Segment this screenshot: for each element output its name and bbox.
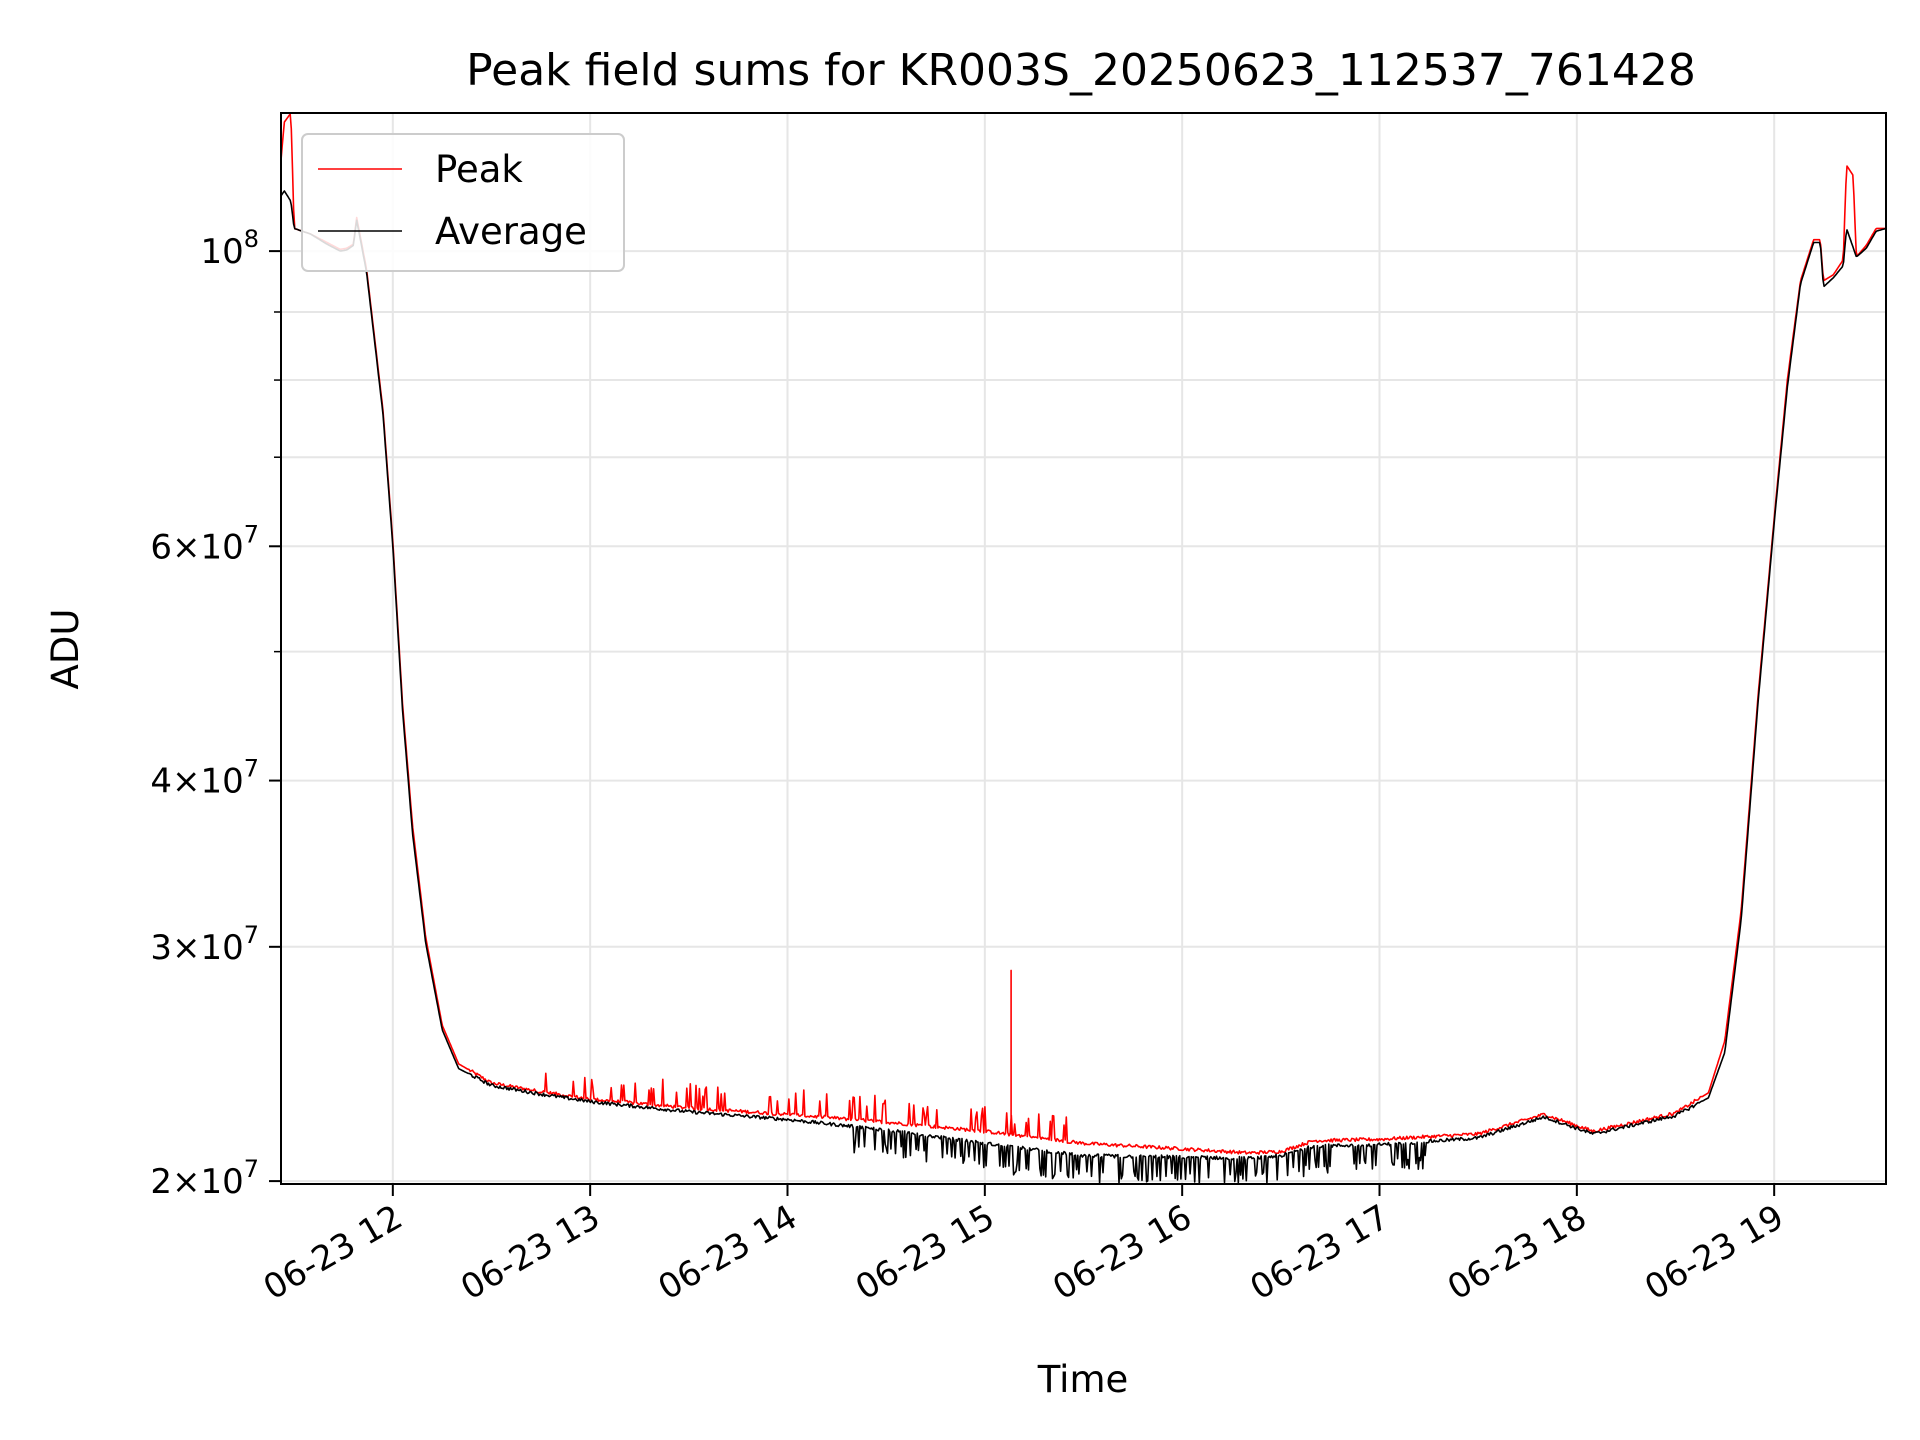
series-line-average xyxy=(281,190,1886,1184)
legend: Peak Average xyxy=(301,133,625,272)
series-line-peak xyxy=(281,113,1886,1155)
chart-title: Peak field sums for KR003S_20250623_1125… xyxy=(466,45,1696,96)
legend-label-peak: Peak xyxy=(435,148,523,191)
y-tick-label: 6×107 xyxy=(150,520,259,567)
y-axis-label: ADU xyxy=(44,609,87,690)
y-axis: 2×107 3×107 4×107 6×107 108 xyxy=(150,225,281,1202)
series-group xyxy=(281,113,1886,1184)
y-tick-label: 4×107 xyxy=(150,755,259,802)
x-axis-label: Time xyxy=(1037,1358,1129,1401)
y-tick-label: 108 xyxy=(200,225,259,272)
plot-frame xyxy=(280,112,1887,1185)
y-tick-label: 2×107 xyxy=(150,1155,259,1202)
grid xyxy=(281,113,1886,1184)
legend-label-average: Average xyxy=(435,210,587,253)
y-tick-label: 3×107 xyxy=(150,921,259,968)
